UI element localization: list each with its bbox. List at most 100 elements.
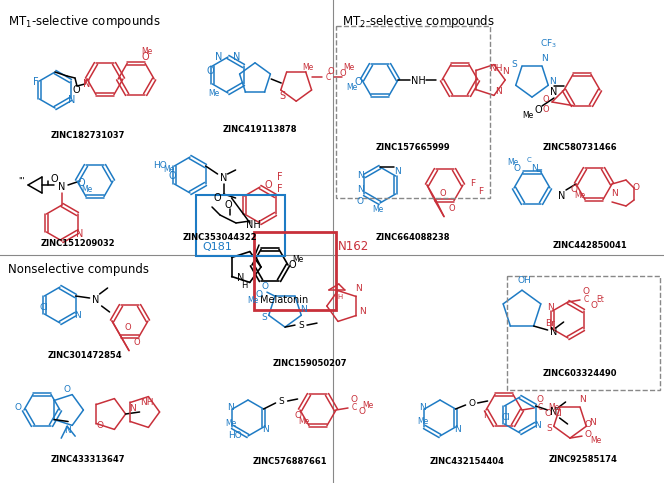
- Text: Me: Me: [347, 84, 358, 93]
- Text: Me: Me: [373, 204, 384, 213]
- Text: N: N: [558, 191, 566, 201]
- Text: O: O: [214, 193, 221, 203]
- Text: Me: Me: [163, 165, 174, 173]
- Text: O: O: [582, 287, 590, 297]
- Text: OH: OH: [517, 276, 531, 284]
- Text: O: O: [351, 396, 357, 404]
- Text: O: O: [513, 164, 521, 173]
- Text: O: O: [262, 282, 268, 291]
- Text: N: N: [300, 305, 307, 314]
- Text: MT$_2$-selective compounds: MT$_2$-selective compounds: [342, 13, 495, 30]
- Text: N: N: [589, 418, 596, 427]
- Text: H: H: [242, 281, 248, 290]
- Text: N: N: [215, 52, 222, 62]
- Text: CF$_3$: CF$_3$: [540, 38, 556, 50]
- Text: O: O: [77, 178, 85, 188]
- Text: Me: Me: [141, 46, 153, 56]
- Text: N: N: [454, 425, 461, 434]
- Text: F: F: [277, 184, 283, 194]
- Text: O: O: [288, 260, 296, 270]
- Text: O: O: [544, 410, 552, 418]
- Text: O: O: [440, 188, 446, 198]
- Text: ''': ''': [19, 176, 25, 185]
- Text: Me: Me: [548, 403, 560, 412]
- Text: HO: HO: [153, 161, 167, 170]
- Text: S: S: [511, 60, 517, 69]
- Text: N: N: [233, 52, 240, 62]
- Text: H: H: [337, 294, 343, 299]
- Text: N: N: [550, 407, 557, 417]
- Text: O: O: [534, 105, 542, 115]
- Text: ZINC664088238: ZINC664088238: [376, 233, 450, 242]
- Text: ZINC432154404: ZINC432154404: [430, 457, 505, 467]
- Text: MT$_1$-selective compounds: MT$_1$-selective compounds: [8, 13, 161, 30]
- Text: N: N: [357, 185, 364, 195]
- Text: ZINC576887661: ZINC576887661: [253, 457, 327, 467]
- Text: Et: Et: [596, 296, 604, 304]
- Text: Nonselective compunds: Nonselective compunds: [8, 263, 149, 276]
- Text: ZINC580731466: ZINC580731466: [542, 143, 618, 153]
- Text: O: O: [207, 66, 214, 76]
- Text: ≡: ≡: [535, 166, 542, 175]
- Text: N: N: [549, 77, 556, 86]
- Text: N: N: [579, 395, 586, 404]
- Text: ZINC151209032: ZINC151209032: [41, 239, 116, 247]
- Text: S: S: [298, 321, 304, 329]
- Text: C: C: [351, 403, 357, 412]
- Text: O: O: [542, 96, 549, 104]
- Text: N: N: [359, 307, 365, 316]
- Text: O: O: [449, 204, 456, 213]
- Text: O: O: [256, 290, 262, 298]
- Text: O: O: [584, 420, 592, 428]
- Text: ZINC182731037: ZINC182731037: [51, 130, 125, 140]
- Text: N: N: [532, 164, 539, 173]
- Text: O: O: [125, 323, 131, 331]
- Text: O: O: [590, 301, 598, 311]
- Text: N: N: [76, 229, 83, 239]
- Text: O: O: [50, 174, 58, 184]
- Text: S: S: [279, 91, 285, 101]
- Text: O: O: [359, 408, 365, 416]
- Text: O: O: [633, 184, 639, 193]
- Text: N: N: [92, 295, 100, 305]
- Text: N: N: [74, 312, 81, 321]
- Text: NH: NH: [410, 76, 426, 86]
- Text: O: O: [357, 198, 364, 207]
- Text: NH: NH: [139, 398, 153, 407]
- Text: N: N: [83, 79, 91, 89]
- Text: ZINC603324490: ZINC603324490: [542, 369, 618, 378]
- Text: O: O: [264, 180, 272, 190]
- Text: N: N: [547, 302, 554, 312]
- Text: ZINC353044322: ZINC353044322: [183, 233, 258, 242]
- Text: O: O: [97, 421, 104, 430]
- Text: Cl: Cl: [40, 303, 49, 313]
- Text: O: O: [570, 185, 578, 195]
- Text: N: N: [611, 189, 618, 199]
- Text: Cl: Cl: [502, 413, 511, 423]
- Text: F: F: [277, 172, 283, 182]
- Text: C: C: [527, 157, 531, 163]
- Text: ZINC442850041: ZINC442850041: [552, 241, 627, 250]
- Text: O: O: [468, 398, 475, 408]
- Text: N: N: [58, 182, 66, 192]
- Text: NH: NH: [489, 64, 503, 73]
- Text: N: N: [68, 95, 75, 105]
- Text: ZINC433313647: ZINC433313647: [50, 455, 125, 465]
- Text: N: N: [220, 173, 227, 183]
- Text: Melatonin: Melatonin: [260, 295, 308, 305]
- Text: N: N: [227, 402, 234, 412]
- Text: N: N: [535, 422, 541, 430]
- Text: Me: Me: [507, 158, 519, 167]
- Text: ZINC92585174: ZINC92585174: [548, 455, 618, 465]
- Text: S: S: [547, 424, 552, 433]
- Text: ZINC301472854: ZINC301472854: [48, 351, 122, 359]
- Text: S: S: [262, 313, 268, 322]
- Text: Me: Me: [82, 185, 92, 194]
- Text: Me: Me: [303, 62, 314, 71]
- Text: O: O: [224, 200, 232, 210]
- Text: O: O: [295, 412, 301, 421]
- Text: Cl: Cl: [554, 409, 562, 418]
- Text: Q181: Q181: [202, 242, 232, 252]
- Text: Me: Me: [523, 112, 534, 120]
- Text: O: O: [64, 385, 70, 394]
